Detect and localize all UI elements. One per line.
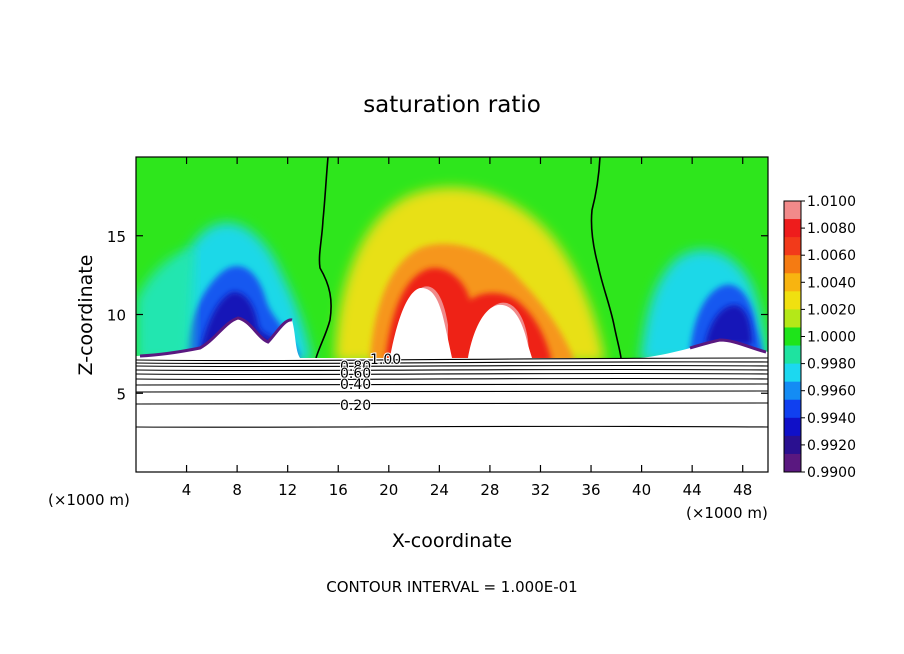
colorbar-segment: [784, 435, 801, 455]
x-unit-left: (×1000 m): [48, 491, 130, 509]
x-tick-label: 48: [733, 481, 752, 499]
x-tick-label: 36: [581, 481, 600, 499]
contour-line-1-00-right: [590, 157, 622, 359]
x-unit-right: (×1000 m): [686, 504, 768, 522]
colorbar-label: 1.0020: [807, 302, 856, 318]
y-axis-ticks: 5 10 15: [107, 228, 768, 403]
colorbar-label: 0.9900: [807, 465, 856, 481]
terrain-fringe-right: [689, 338, 767, 354]
plot-area: [136, 157, 768, 472]
colorbar-segment: [784, 309, 801, 328]
x-tick-label: 4: [182, 481, 192, 499]
terrain-fringe-left: [139, 316, 293, 358]
colorbar-segment: [784, 327, 801, 347]
contour-interval-note: CONTOUR INTERVAL = 1.000E-01: [326, 578, 577, 596]
y-axis-label: Z-coordinate: [75, 255, 97, 376]
x-tick-label: 44: [683, 481, 702, 499]
colorbar-segment: [784, 219, 801, 238]
contour-labels: 1.00 0.80 0.60 0.40 0.20: [339, 351, 402, 415]
y-tick-label: 5: [116, 385, 126, 403]
contour-label: 0.60: [340, 366, 371, 382]
x-tick-label: 28: [480, 481, 499, 499]
contour-label: 0.20: [340, 398, 371, 414]
right-deep-core: [705, 305, 752, 345]
contour-line-1-00-left: [315, 157, 332, 359]
colorbar-segment: [784, 417, 801, 437]
colorbar-segment: [784, 345, 801, 365]
x-tick-label: 40: [632, 481, 651, 499]
colorbar-label: 1.0040: [807, 275, 856, 291]
colorbar-label: 1.0100: [807, 194, 856, 210]
left-edge-teal: [136, 250, 195, 362]
x-axis-label: X-coordinate: [392, 530, 512, 552]
x-tick-label: 16: [329, 481, 348, 499]
chart-title: saturation ratio: [363, 92, 541, 118]
colorbar-label: 0.9920: [807, 438, 856, 454]
colorbar-segment: [784, 237, 801, 256]
colorbar-segment: [784, 291, 801, 310]
colorbar-segment: [784, 201, 801, 220]
x-tick-label: 24: [430, 481, 449, 499]
y-tick-label: 10: [107, 307, 126, 325]
colorbar-label: 1.0000: [807, 330, 856, 346]
colorbar-segment: [784, 453, 801, 473]
colorbar-segment: [784, 381, 801, 401]
colorbar-label: 0.9960: [807, 384, 856, 400]
colorbar-label: 0.9940: [807, 411, 856, 427]
contour-label: 0.40: [340, 377, 371, 393]
lower-contour-lines: [136, 357, 768, 428]
colorbar-labels: 1.0100 1.0080 1.0060 1.0040 1.0020 1.0000 0.99…: [801, 194, 856, 481]
colorbar-segment: [784, 363, 801, 383]
x-axis-ticks: 4 8 12 16 20 24 28 32 36 40 44 48: [182, 157, 752, 499]
x-tick-label: 12: [278, 481, 297, 499]
x-tick-label: 32: [531, 481, 550, 499]
colorbar: [783, 200, 802, 473]
colorbar-label: 1.0080: [807, 221, 856, 237]
colorbar-label: 0.9980: [807, 357, 856, 373]
contour-label: 0.80: [340, 359, 371, 375]
y-tick-label: 15: [107, 228, 126, 246]
colorbar-label: 1.0060: [807, 248, 856, 264]
x-tick-label: 8: [232, 481, 242, 499]
colorbar-segment: [784, 273, 801, 292]
x-tick-label: 20: [379, 481, 398, 499]
colorbar-segment: [784, 255, 801, 274]
contour-label: 1.00: [370, 352, 401, 368]
colorbar-segment: [784, 399, 801, 419]
